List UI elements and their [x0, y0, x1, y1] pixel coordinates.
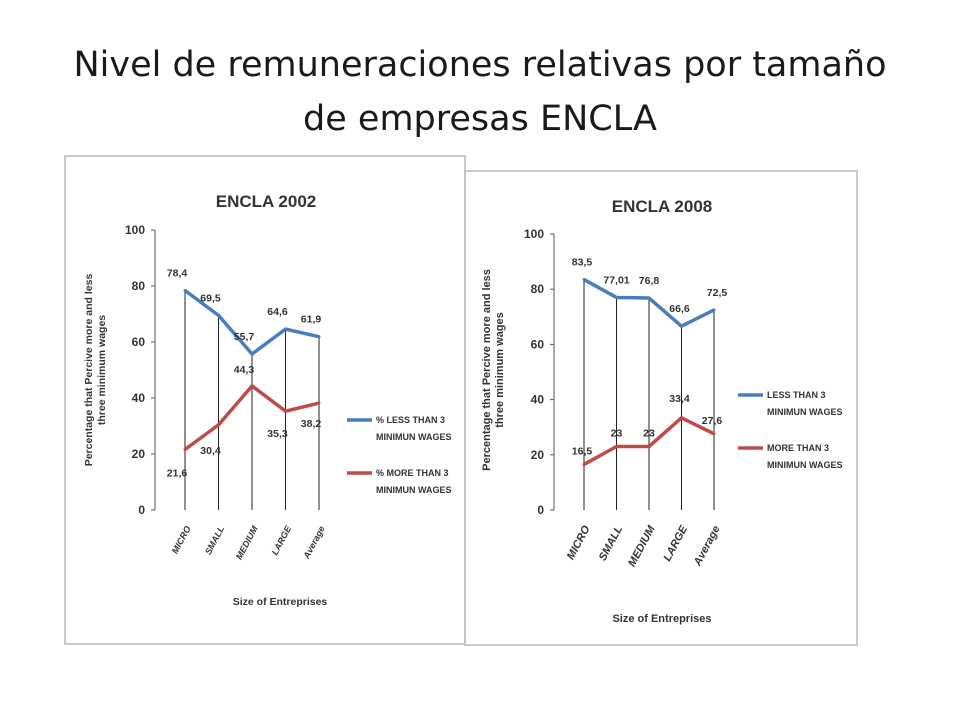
data-label: 72,5 [707, 287, 728, 299]
legend-label-line: MINIMUN WAGES [767, 460, 843, 470]
y-axis-title: Percentage that Percive more and lessthr… [83, 274, 108, 467]
data-point [183, 448, 187, 452]
data-point [712, 308, 716, 312]
y-tick-label: 40 [132, 391, 146, 405]
data-label: 64,6 [267, 306, 288, 318]
chart-title: ENCLA 2002 [216, 192, 316, 211]
legend-label-line: MINIMUN WAGES [376, 485, 452, 495]
data-label: 27,6 [702, 415, 723, 427]
legend-label-line: LESS THAN 3 [767, 390, 826, 400]
data-label: 55,7 [234, 331, 255, 343]
data-point [615, 445, 618, 449]
data-point [582, 462, 586, 466]
data-label: 77,01 [603, 274, 629, 286]
data-point [217, 313, 220, 317]
data-label: 23 [611, 428, 623, 440]
data-point [712, 432, 716, 436]
data-point [250, 384, 254, 388]
chart-title: ENCLA 2008 [612, 197, 712, 216]
data-point [680, 324, 683, 328]
slide-title: Nivel de remuneraciones relativas por ta… [73, 45, 887, 139]
y-axis-title-line: Percentage that Percive more and less [83, 274, 95, 467]
data-label: 35,3 [267, 428, 288, 440]
data-label: 21,6 [167, 468, 188, 480]
y-tick-label: 100 [125, 223, 145, 237]
chart-frame [464, 170, 858, 646]
data-label: 16,5 [572, 445, 593, 457]
data-point [250, 352, 254, 356]
y-axis-title: Percentage that Percive more and lessthr… [481, 269, 506, 471]
data-point [183, 288, 187, 292]
legend-label: LESS THAN 3 MINIMUN WAGES [767, 390, 843, 417]
data-point [582, 278, 586, 282]
data-point [217, 423, 220, 427]
legend-label: % LESS THAN 3 MINIMUN WAGES [376, 415, 452, 442]
legend-label-line: % LESS THAN 3 [376, 415, 445, 425]
chart-encla-2002: ENCLA 2002 0 20 40 60 80 100 78,4 69,5 55,7 64,6 61… [64, 155, 466, 645]
data-point [317, 335, 321, 339]
y-tick-label: 80 [531, 282, 545, 296]
data-point [284, 409, 287, 413]
data-label: 30,4 [200, 445, 221, 457]
y-tick-label: 0 [138, 503, 145, 517]
x-axis-title: Size of Entreprises [612, 613, 711, 625]
y-axis-title-line: Percentage that Percive more and less [481, 269, 493, 471]
data-label: 38,2 [301, 418, 322, 430]
y-tick-label: 60 [132, 335, 146, 349]
y-tick-label: 80 [132, 279, 146, 293]
y-axis-title-line: three minimum wages [494, 312, 506, 428]
legend-label-line: MINIMUN WAGES [376, 432, 452, 442]
data-label: 44,3 [234, 364, 255, 376]
data-label: 76,8 [639, 275, 660, 287]
data-point [284, 327, 287, 331]
data-label: 78,4 [167, 267, 188, 279]
y-tick-label: 20 [531, 448, 545, 462]
legend-label-line: MINIMUN WAGES [767, 407, 843, 417]
legend-label: % MORE THAN 3 MINIMUN WAGES [376, 468, 452, 495]
data-point [647, 445, 651, 449]
y-tick-label: 20 [132, 447, 146, 461]
legend-label-line: MORE THAN 3 [767, 443, 829, 453]
data-label: 69,5 [200, 292, 221, 304]
chart-frame [64, 155, 466, 645]
data-label: 61,9 [301, 314, 322, 326]
data-label: 23 [643, 428, 655, 440]
data-label: 33,4 [669, 393, 690, 405]
y-tick-label: 0 [537, 503, 544, 517]
legend-label-line: % MORE THAN 3 [376, 468, 449, 478]
data-label: 83,5 [572, 257, 593, 269]
chart-encla-2008: ENCLA 2008 0 20 40 60 80 100 83,5 77,01 76,8 66,6 7… [464, 170, 858, 646]
y-axis-title-line: three minimum wages [96, 315, 108, 425]
y-tick-label: 100 [524, 227, 544, 241]
data-point [680, 416, 683, 420]
legend-label: MORE THAN 3 MINIMUN WAGES [767, 443, 843, 470]
data-point [615, 295, 618, 299]
data-point [647, 296, 651, 300]
data-label: 66,6 [669, 303, 690, 315]
y-tick-label: 40 [531, 393, 545, 407]
data-point [317, 401, 321, 405]
y-tick-label: 60 [531, 337, 545, 351]
x-axis-title: Size of Entreprises [233, 596, 328, 608]
